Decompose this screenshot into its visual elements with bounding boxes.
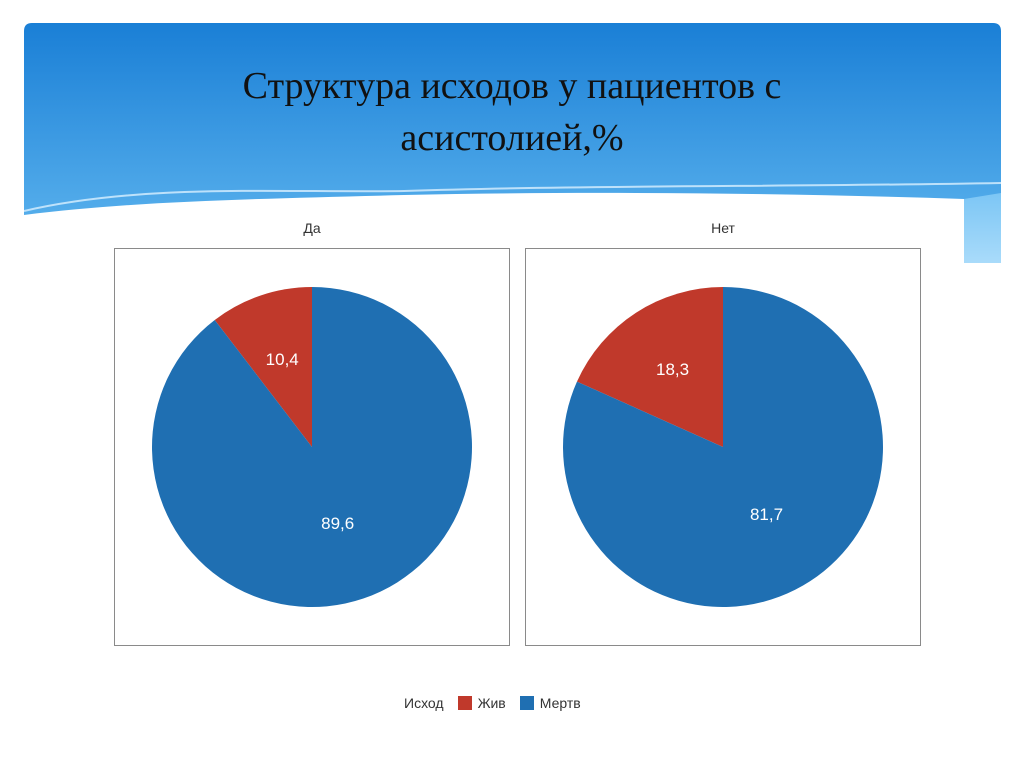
pie-data-label-dead: 89,6 xyxy=(321,514,354,533)
slide-title-line1: Структура исходов у пациентов с xyxy=(242,65,782,107)
pie-data-label-dead: 81,7 xyxy=(750,505,783,524)
pie-panel-net: 18,3 81,7 xyxy=(525,248,921,646)
legend-label-dead: Мертв xyxy=(539,695,581,711)
header-banner xyxy=(24,23,1001,263)
panel-title-net: Нет xyxy=(711,220,735,236)
pie-slice-dead xyxy=(563,287,883,607)
slide-title: Структура исходов у пациентов с асистоли… xyxy=(70,60,954,164)
pie-slice-dead xyxy=(152,287,473,607)
pie-slice-live xyxy=(214,287,312,447)
pie-chart-net: 18,3 81,7 xyxy=(563,287,883,607)
pie-panel-da: 10,4 89,6 xyxy=(114,248,510,646)
slide-title-line2: асистолией,% xyxy=(400,117,624,159)
pie-data-label-live: 18,3 xyxy=(656,360,689,379)
legend: Исход Жив Мертв xyxy=(404,693,581,713)
pie-data-label-live: 10,4 xyxy=(266,350,299,369)
legend-swatch-live xyxy=(457,696,472,710)
pie-chart-da: 10,4 89,6 xyxy=(152,287,473,607)
legend-title: Исход xyxy=(404,695,444,711)
panel-title-da: Да xyxy=(303,220,321,236)
legend-swatch-dead xyxy=(519,696,534,710)
pie-slice-live xyxy=(576,287,723,447)
header-wave-shape xyxy=(24,23,1001,263)
legend-label-live: Жив xyxy=(477,695,506,711)
